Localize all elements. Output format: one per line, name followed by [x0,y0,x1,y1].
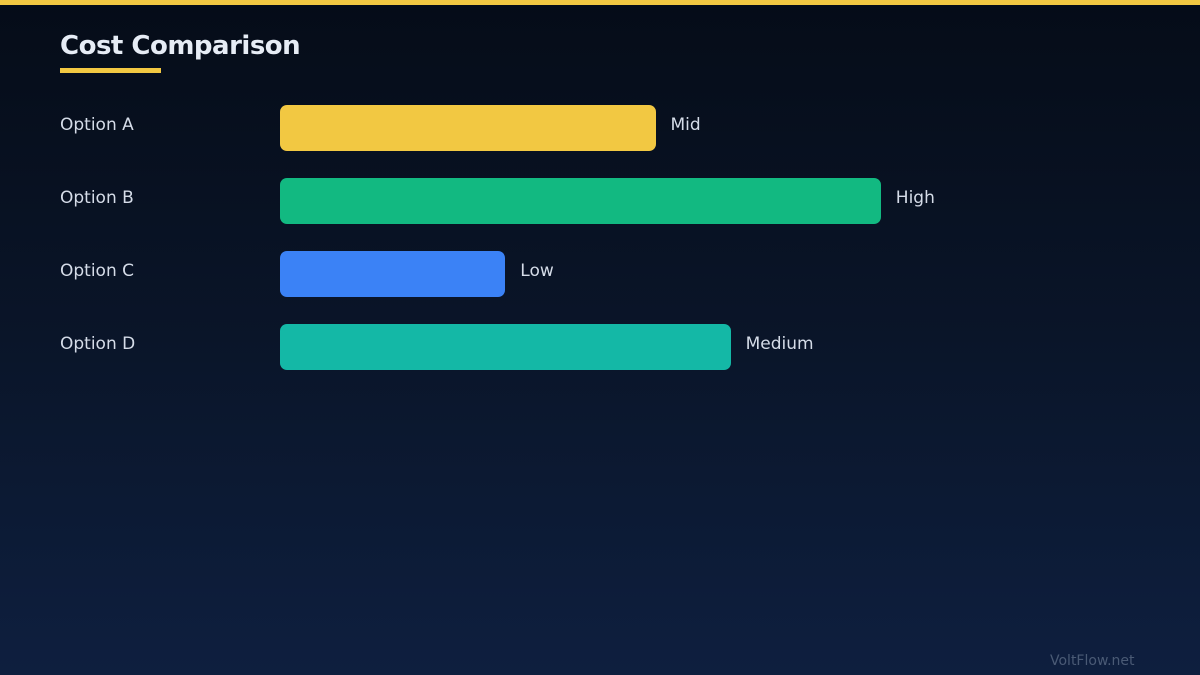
bar [280,178,881,224]
category-label: Option A [60,115,134,135]
top-accent-bar [0,0,1200,5]
bar [280,324,731,370]
title-underline [60,68,161,73]
bar-value-label: Medium [745,334,814,354]
category-label: Option D [60,334,136,354]
bar-value-label: Mid [670,115,701,135]
bar [280,251,506,297]
chart-title: Cost Comparison [60,31,301,61]
bar-value-label: High [895,188,935,208]
bar [280,105,656,151]
bar-row: Option D Medium [0,324,1200,370]
category-label: Option B [60,188,134,208]
bar-row: Option A Mid [0,105,1200,151]
bar-value-label: Low [520,261,554,281]
footer-brand: VoltFlow.net [1050,653,1135,669]
bar-row: Option C Low [0,251,1200,297]
bar-row: Option B High [0,178,1200,224]
category-label: Option C [60,261,135,281]
